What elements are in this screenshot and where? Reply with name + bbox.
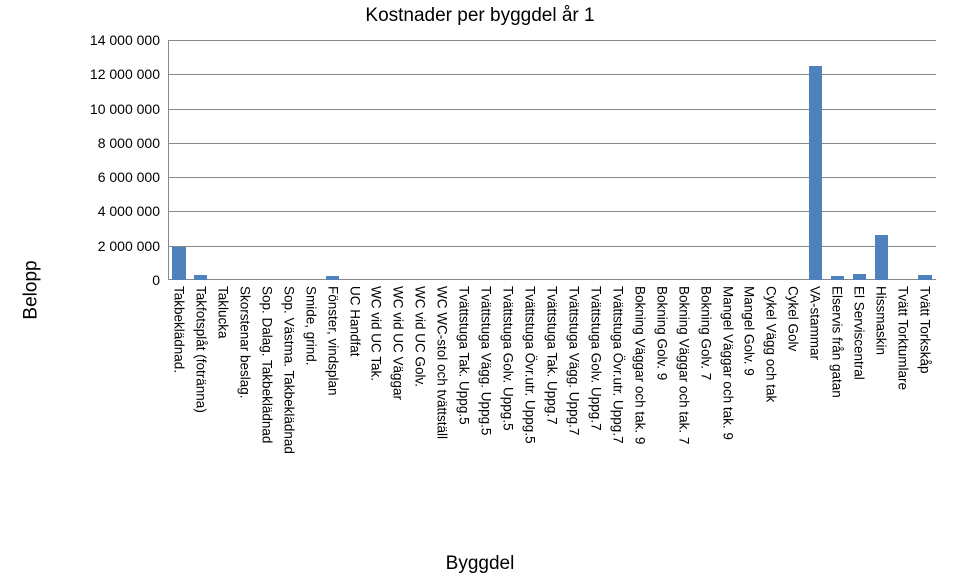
category-label: Hissmaskin <box>874 286 889 355</box>
category-label: Bokning Väggar och tak. 7 <box>676 286 691 444</box>
category-label: Bokning Golv. 7 <box>698 286 713 380</box>
category-label: VA-stammar <box>808 286 823 360</box>
bar <box>831 276 844 280</box>
bar <box>918 275 931 280</box>
category-label: Cykel Vägg och tak <box>764 286 779 402</box>
category-label: Tvättstuga Golv. Uppg.7 <box>588 286 603 431</box>
category-label: WC WC-stol och tvättställ <box>435 286 450 439</box>
y-tick: 8 000 000 <box>98 135 168 151</box>
plot-area: 02 000 0004 000 0006 000 0008 000 00010 … <box>168 40 936 280</box>
category-label: Fönster, vindsplan <box>325 286 340 396</box>
y-tick: 2 000 000 <box>98 238 168 254</box>
x-axis-label: Byggdel <box>0 553 960 575</box>
category-label: Sop. Västma. Takbeklädnad <box>281 286 296 454</box>
chart-container: Kostnader per byggdel år 1 Belopp Byggde… <box>0 0 960 579</box>
category-label: Taklucka <box>215 286 230 339</box>
category-label: Takfotsplåt (fotränna) <box>193 286 208 413</box>
category-label: Cykel Golv <box>786 286 801 351</box>
category-label: Takbeklädnad. <box>171 286 186 373</box>
bar <box>326 276 339 280</box>
category-label: Tvättstuga Tak. Uppg.5 <box>457 286 472 425</box>
category-label: WC vid UC Golv. <box>413 286 428 387</box>
category-label: Tvättstuga Övr.utr. Uppg.5 <box>523 286 538 444</box>
bar <box>172 247 185 280</box>
y-tick: 0 <box>152 272 168 288</box>
category-label: Elservis från gatan <box>830 286 845 398</box>
category-label: Mangel Väggar och tak. 9 <box>720 286 735 440</box>
category-label: Tvättstuga Övr.utr. Uppg.7 <box>610 286 625 444</box>
y-axis-label: Belopp <box>21 260 43 319</box>
bar <box>809 66 822 280</box>
y-tick: 14 000 000 <box>90 32 168 48</box>
category-label: UC Handfat <box>347 286 362 357</box>
chart-title: Kostnader per byggdel år 1 <box>0 5 960 27</box>
category-label: WC vid UC Väggar <box>391 286 406 400</box>
category-label: Tvätt Torkskåp <box>918 286 933 374</box>
category-labels: Takbeklädnad. Takfotsplåt (fotränna) Taklu… <box>168 286 936 546</box>
y-tick: 4 000 000 <box>98 203 168 219</box>
category-label: Mangel Golv. 9 <box>742 286 757 376</box>
y-tick: 6 000 000 <box>98 169 168 185</box>
category-label: Tvättstuga Golv. Uppg.5 <box>501 286 516 431</box>
category-label: Bokning Golv. 9 <box>654 286 669 380</box>
category-label: Tvättstuga Tak. Uppg.7 <box>545 286 560 425</box>
y-tick: 10 000 000 <box>90 101 168 117</box>
category-label: El Serviscentral <box>852 286 867 380</box>
bar <box>194 275 207 280</box>
category-label: Skorstenar beslag. <box>237 286 252 399</box>
category-label: Tvätt Torktumlare <box>896 286 911 390</box>
y-tick: 12 000 000 <box>90 66 168 82</box>
category-label: Tvättstuga Vägg. Uppg.7 <box>566 286 581 435</box>
category-label: Tvättstuga Vägg. Uppg.5 <box>479 286 494 435</box>
category-label: WC vid UC Tak. <box>369 286 384 381</box>
bars <box>168 40 936 280</box>
bar <box>853 274 866 280</box>
bar <box>875 235 888 280</box>
category-label: Sop. Dalag. Takbeklädnad <box>259 286 274 443</box>
category-label: Bokning Väggar och tak. 9 <box>632 286 647 444</box>
category-label: Smide, grind. <box>303 286 318 366</box>
